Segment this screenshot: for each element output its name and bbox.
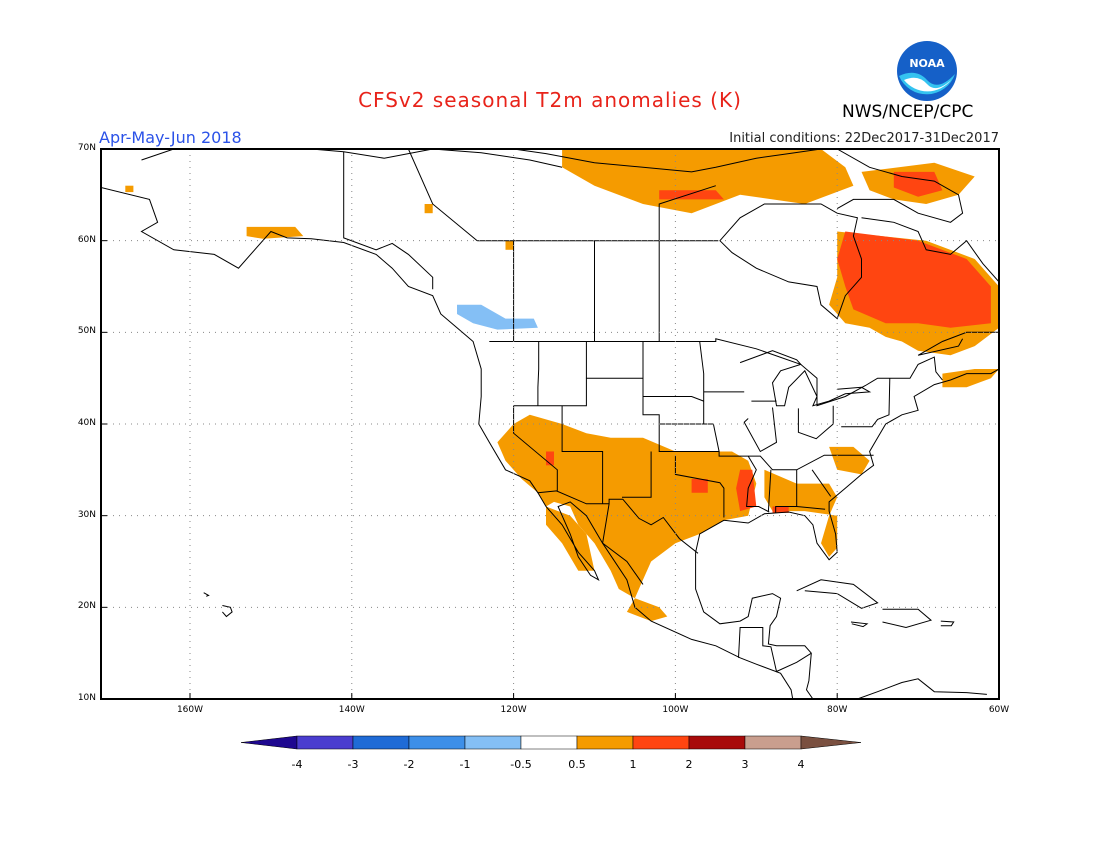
colorbar-segment: [745, 736, 801, 749]
anomaly-arctic-warm: [659, 190, 724, 199]
colorbar-segment: [633, 736, 689, 749]
border-alaska: [344, 152, 433, 290]
coastlines: [101, 140, 1031, 699]
colorbar-label: 0.5: [557, 758, 597, 771]
lat-label: 10N: [68, 693, 96, 703]
coast-jamaica: [851, 622, 867, 627]
colorbar-label: -2: [389, 758, 429, 771]
border-states-5: [538, 342, 539, 406]
colorbar-label: -3: [333, 758, 373, 771]
colorbar-label: 4: [781, 758, 821, 771]
lon-label: 60W: [979, 705, 1019, 715]
coast-hispaniola: [883, 609, 932, 627]
colorbar-label: -4: [277, 758, 317, 771]
noaa-logo-text: NOAA: [909, 57, 945, 70]
border-states-26: [408, 149, 477, 241]
lon-label: 140W: [332, 705, 372, 715]
colorbar-label: 2: [669, 758, 709, 771]
colorbar-label: -0.5: [501, 758, 541, 771]
border-states-7: [700, 342, 719, 452]
colorbar-arrow-right: [801, 736, 861, 749]
lon-label: 80W: [817, 705, 857, 715]
colorbar-segment: [521, 736, 577, 749]
anomaly-nc: [829, 447, 870, 475]
colorbar-segment: [689, 736, 745, 749]
anomaly-pacific-nw: [457, 305, 538, 330]
lat-label: 20N: [68, 601, 96, 611]
lat-label: 50N: [68, 326, 96, 336]
lon-label: 160W: [170, 705, 210, 715]
colorbar-segment: [577, 736, 633, 749]
border-states-8: [643, 397, 704, 402]
border-central-america: [739, 628, 812, 672]
anomaly-texas-warm: [692, 479, 708, 493]
colorbar-segment: [409, 736, 465, 749]
border-us-canada: [489, 339, 942, 406]
colorbar-label: 3: [725, 758, 765, 771]
colorbar: [241, 736, 861, 749]
anomaly-alaska-west: [125, 186, 133, 192]
coast-hawaii-2: [204, 593, 209, 597]
anomaly-nwt: [425, 204, 433, 213]
coast-west: [101, 188, 793, 700]
season-label: Apr-May-Jun 2018: [99, 128, 242, 147]
colorbar-arrow-left: [241, 736, 297, 749]
coast-southamerica: [857, 679, 987, 699]
colorbar-label: 1: [613, 758, 653, 771]
coast-cuba: [797, 580, 878, 609]
anomaly-yukon: [506, 241, 514, 250]
lon-label: 120W: [494, 705, 534, 715]
colorbar-segment: [297, 736, 353, 749]
initial-conditions-label: Initial conditions: 22Dec2017-31Dec2017: [729, 131, 999, 146]
border-states-15: [798, 406, 833, 439]
coast-puerto-rico: [941, 621, 954, 626]
coast-mexico-gulf: [696, 552, 813, 699]
colorbar-segment: [353, 736, 409, 749]
great-lakes: [740, 351, 870, 406]
colorbar-segment: [465, 736, 521, 749]
border-states-14: [744, 408, 776, 452]
lat-label: 40N: [68, 418, 96, 428]
colorbar-label: -1: [445, 758, 485, 771]
lat-label: 30N: [68, 510, 96, 520]
chart-title: CFSv2 seasonal T2m anomalies (K): [300, 88, 800, 112]
anomaly-shading: [125, 149, 999, 621]
lon-label: 100W: [655, 705, 695, 715]
anomaly-maritimes: [942, 369, 999, 387]
lat-label: 60N: [68, 235, 96, 245]
lat-label: 70N: [68, 143, 96, 153]
noaa-logo: NOAA: [896, 40, 958, 106]
